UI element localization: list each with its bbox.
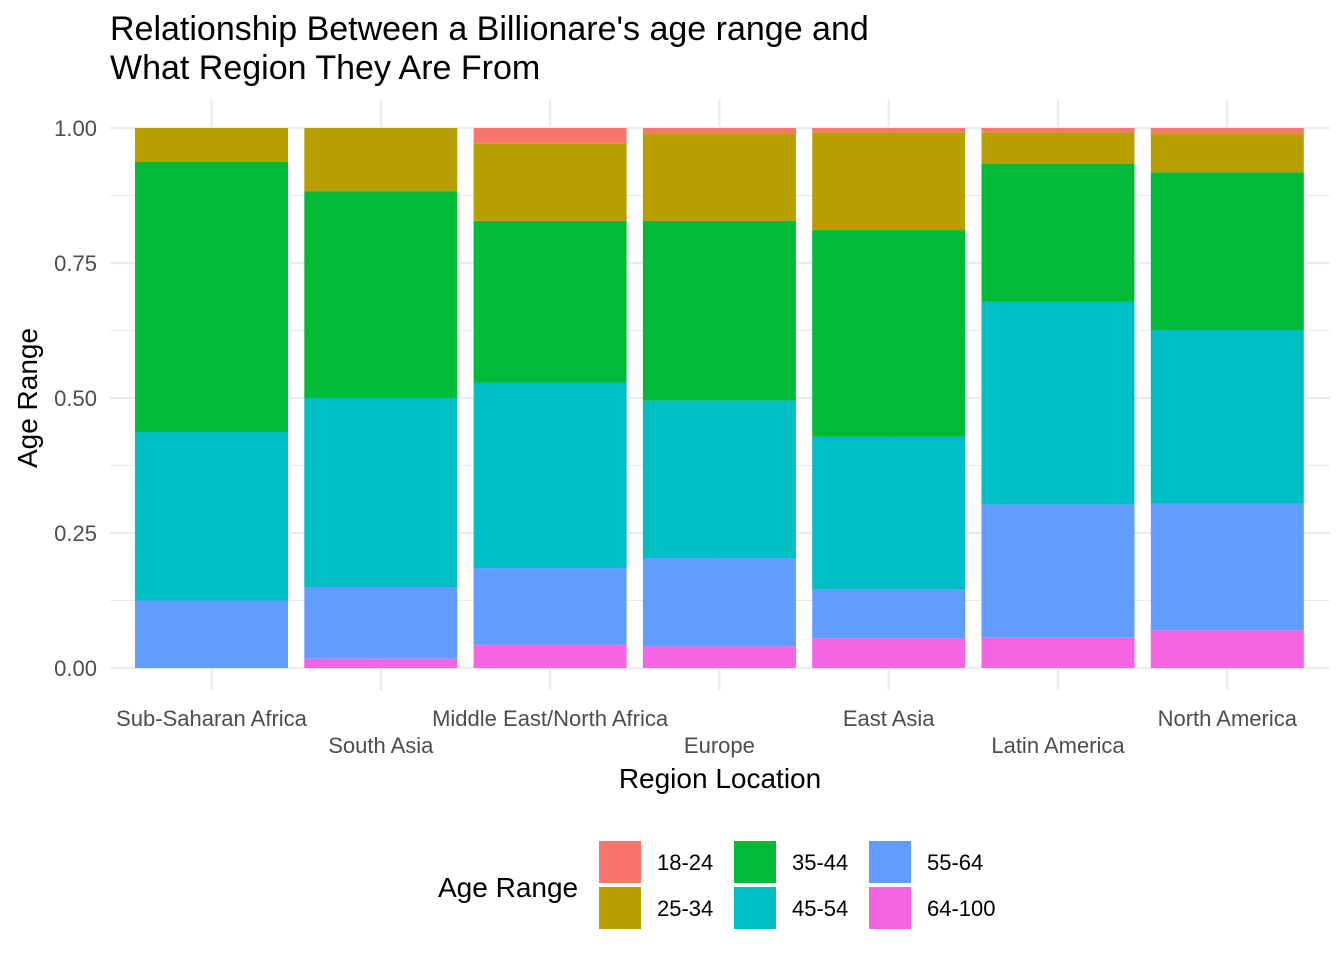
bar-segment-18-24 <box>473 128 627 144</box>
y-tick-label: 0.50 <box>54 386 97 411</box>
x-tick-label: South Asia <box>328 733 434 758</box>
bar-segment-35-44 <box>473 220 627 383</box>
bar-segment-45-54 <box>812 436 966 590</box>
y-tick-label: 1.00 <box>54 116 97 141</box>
bar-segment-45-54 <box>473 382 627 569</box>
legend-item: 18-24 <box>599 841 713 883</box>
x-tick-label: Europe <box>684 733 755 758</box>
bar-segment-45-54 <box>135 432 288 601</box>
chart-title-line-1: Relationship Between a Billionare's age … <box>110 10 869 48</box>
bar-segment-35-44 <box>981 163 1135 302</box>
y-axis-title: Age Range <box>12 328 43 468</box>
legend-label: 55-64 <box>927 850 983 875</box>
bar-segment-35-44 <box>642 220 796 401</box>
bar-segment-64-100 <box>981 637 1135 668</box>
bar-segment-45-54 <box>304 398 458 587</box>
x-tick-label: Sub-Saharan Africa <box>116 706 308 731</box>
legend-item: 55-64 <box>869 841 983 883</box>
bar-segment-25-34 <box>304 128 458 192</box>
bar-segment-55-64 <box>981 504 1135 638</box>
legend-key <box>599 887 641 929</box>
bar-segment-45-54 <box>642 400 796 559</box>
x-axis-title: Region Location <box>619 763 821 794</box>
legend-key <box>599 841 641 883</box>
legend-label: 35-44 <box>792 850 848 875</box>
bar-segment-55-64 <box>135 600 288 668</box>
y-axis-ticks: 0.00 0.25 0.50 0.75 1.00 <box>54 116 97 681</box>
bar-segment-18-24 <box>1150 128 1304 134</box>
chart-title-line-2: What Region They Are From <box>110 49 540 87</box>
legend: Age Range 18-24 25-34 35-44 45-54 55-64 64-10… <box>438 841 996 929</box>
legend-item: 45-54 <box>734 887 848 929</box>
x-tick-label: East Asia <box>843 706 935 731</box>
legend-label: 64-100 <box>927 896 996 921</box>
bar-segment-25-34 <box>812 132 966 231</box>
bar-segment-55-64 <box>1150 503 1304 631</box>
legend-label: 45-54 <box>792 896 848 921</box>
x-tick-label: Latin America <box>991 733 1125 758</box>
bar-segment-35-44 <box>1150 172 1304 330</box>
bar-segment-25-34 <box>642 133 796 221</box>
bar-segment-64-100 <box>1150 630 1304 668</box>
bar-segment-18-24 <box>812 128 966 133</box>
bar-segment-55-64 <box>812 589 966 639</box>
legend-item: 64-100 <box>869 887 996 929</box>
bar-segment-25-34 <box>1150 133 1304 173</box>
bar-segment-25-34 <box>981 132 1135 164</box>
bar-segment-55-64 <box>304 587 458 659</box>
legend-key <box>734 841 776 883</box>
bar-segment-64-100 <box>812 638 966 668</box>
y-tick-label: 0.75 <box>54 251 97 276</box>
legend-label: 18-24 <box>657 850 713 875</box>
legend-key <box>869 887 911 929</box>
legend-item: 35-44 <box>734 841 848 883</box>
y-tick-label: 0.00 <box>54 656 97 681</box>
bar-segment-35-44 <box>812 230 966 437</box>
legend-item: 25-34 <box>599 887 713 929</box>
legend-key <box>734 887 776 929</box>
legend-title: Age Range <box>438 872 578 903</box>
bar-segment-25-34 <box>135 128 288 163</box>
bar-segment-64-100 <box>473 644 627 668</box>
bar-segment-25-34 <box>473 143 627 221</box>
bar-segment-64-100 <box>642 646 796 668</box>
bar-segment-55-64 <box>642 558 796 647</box>
chart-title: Relationship Between a Billionare's age … <box>110 10 878 87</box>
bar-segment-35-44 <box>304 191 458 398</box>
x-tick-label: Middle East/North Africa <box>432 706 669 731</box>
x-tick-label: North America <box>1158 706 1298 731</box>
bar-segment-45-54 <box>1150 329 1304 504</box>
y-tick-label: 0.25 <box>54 521 97 546</box>
legend-label: 25-34 <box>657 896 713 921</box>
bar-segment-45-54 <box>981 301 1135 505</box>
bar-segment-64-100 <box>304 658 458 668</box>
bar-segment-35-44 <box>135 162 288 433</box>
bar-segment-18-24 <box>642 128 796 134</box>
bar-segment-55-64 <box>473 568 627 645</box>
bars <box>135 128 1304 668</box>
legend-key <box>869 841 911 883</box>
bar-segment-18-24 <box>981 128 1135 133</box>
